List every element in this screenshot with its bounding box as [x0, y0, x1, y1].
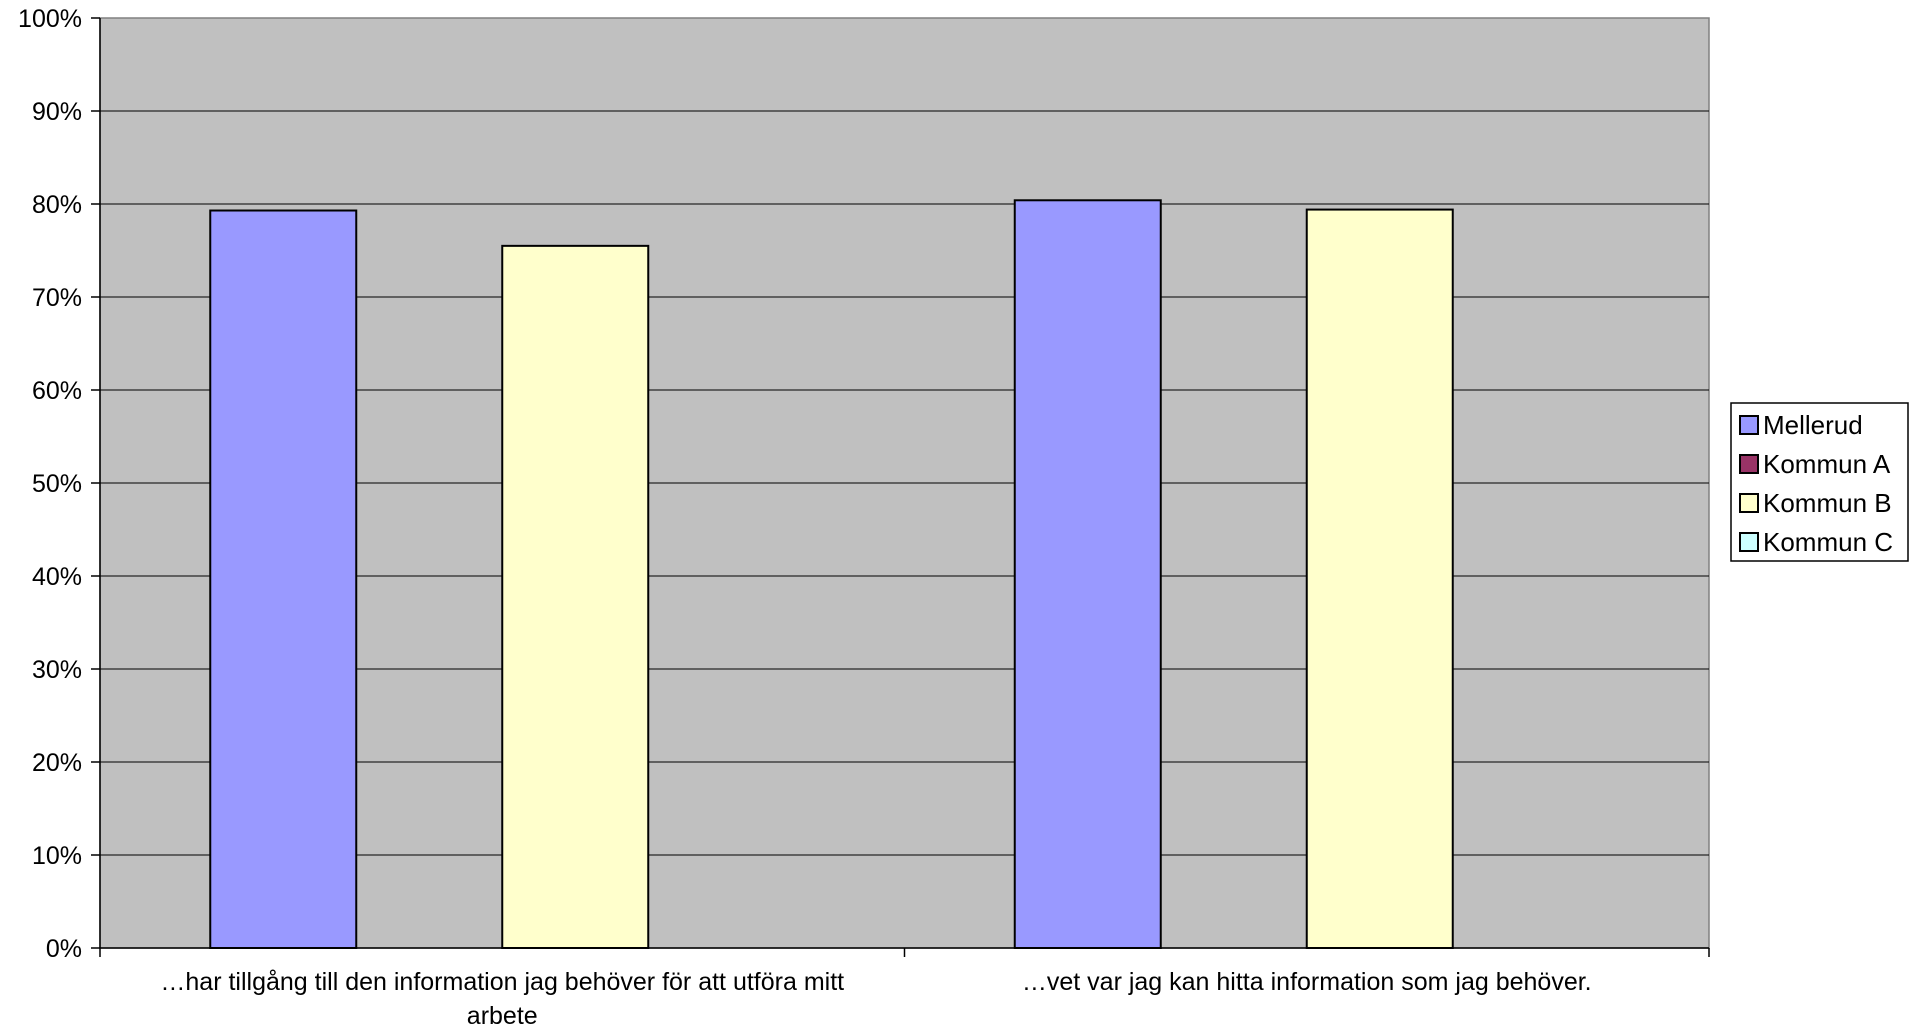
legend-swatch-mellerud	[1739, 415, 1759, 435]
bars	[209, 199, 1454, 950]
y-tick-label-50: 50%	[32, 470, 82, 498]
y-tick-label-100: 100%	[18, 5, 82, 33]
bar-mellerud-cat1	[209, 209, 358, 949]
legend-swatch-kommun-b	[1739, 493, 1759, 513]
legend-swatch-kommun-a	[1739, 454, 1759, 474]
y-tick-label-70: 70%	[32, 284, 82, 312]
y-tick-labels: 0% 10% 20% 30% 40% 50% 60% 70% 80% 90% 100%	[18, 5, 82, 963]
legend-label-mellerud: Mellerud	[1763, 410, 1863, 440]
bar-mellerud-cat2	[1013, 199, 1162, 949]
y-tick-label-40: 40%	[32, 563, 82, 591]
bar-kommun-b-cat2	[1305, 208, 1454, 949]
axes	[91, 17, 1710, 957]
y-tick-label-80: 80%	[32, 191, 82, 219]
category-label-2-line-1: …vet var jag kan hitta information som j…	[1022, 968, 1592, 996]
y-tick-label-90: 90%	[32, 98, 82, 126]
legend-swatch-kommun-c	[1739, 532, 1759, 552]
legend-label-kommun-c: Kommun C	[1763, 527, 1893, 557]
y-tick-label-30: 30%	[32, 656, 82, 684]
y-tick-label-60: 60%	[32, 377, 82, 405]
category-label-1-line-1: …har tillgång till den information jag b…	[160, 968, 844, 996]
bar-kommun-b-cat1	[501, 244, 650, 950]
y-tick-label-10: 10%	[32, 842, 82, 870]
y-tick-label-20: 20%	[32, 749, 82, 777]
x-category-labels: …har tillgång till den information jag b…	[160, 968, 1592, 1030]
y-tick-label-0: 0%	[46, 935, 82, 963]
category-label-1-line-2: arbete	[467, 1002, 538, 1029]
legend: Mellerud Kommun A Kommun B Kommun C	[1730, 402, 1909, 562]
legend-box	[1730, 402, 1909, 562]
legend-label-kommun-a: Kommun A	[1763, 449, 1891, 479]
legend-label-kommun-b: Kommun B	[1763, 488, 1892, 518]
